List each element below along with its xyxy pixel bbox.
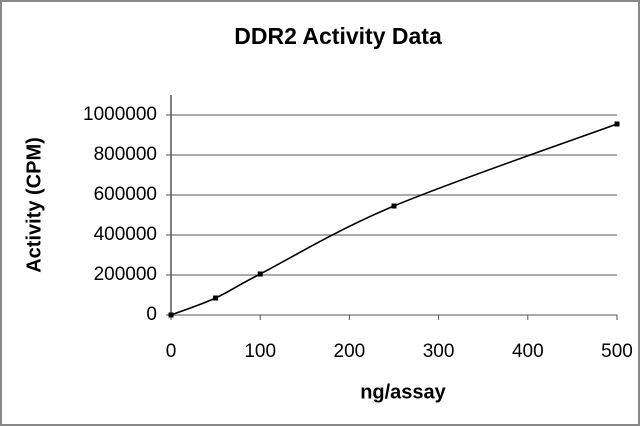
- y-tick-label: 800000: [94, 144, 157, 165]
- y-tick-label: 1000000: [83, 104, 157, 125]
- x-tick-label: 200: [334, 341, 366, 362]
- data-point: [213, 295, 219, 301]
- y-tick-label: 200000: [94, 264, 157, 285]
- x-tick-label: 400: [512, 341, 544, 362]
- data-point: [168, 312, 174, 318]
- data-point: [391, 203, 397, 209]
- y-tick-label: 600000: [94, 184, 157, 205]
- y-tick-label: 400000: [94, 224, 157, 245]
- data-point: [257, 271, 263, 277]
- x-tick-label: 300: [423, 341, 455, 362]
- x-tick-label: 500: [601, 341, 633, 362]
- chart-title: DDR2 Activity Data: [234, 23, 442, 49]
- x-axis-label: ng/assay: [360, 381, 446, 403]
- x-tick-label: 0: [166, 341, 177, 362]
- data-point: [614, 121, 620, 127]
- y-axis-label: Activity (CPM): [23, 137, 45, 273]
- x-tick-label: 100: [244, 341, 276, 362]
- y-tick-label: 0: [146, 304, 157, 325]
